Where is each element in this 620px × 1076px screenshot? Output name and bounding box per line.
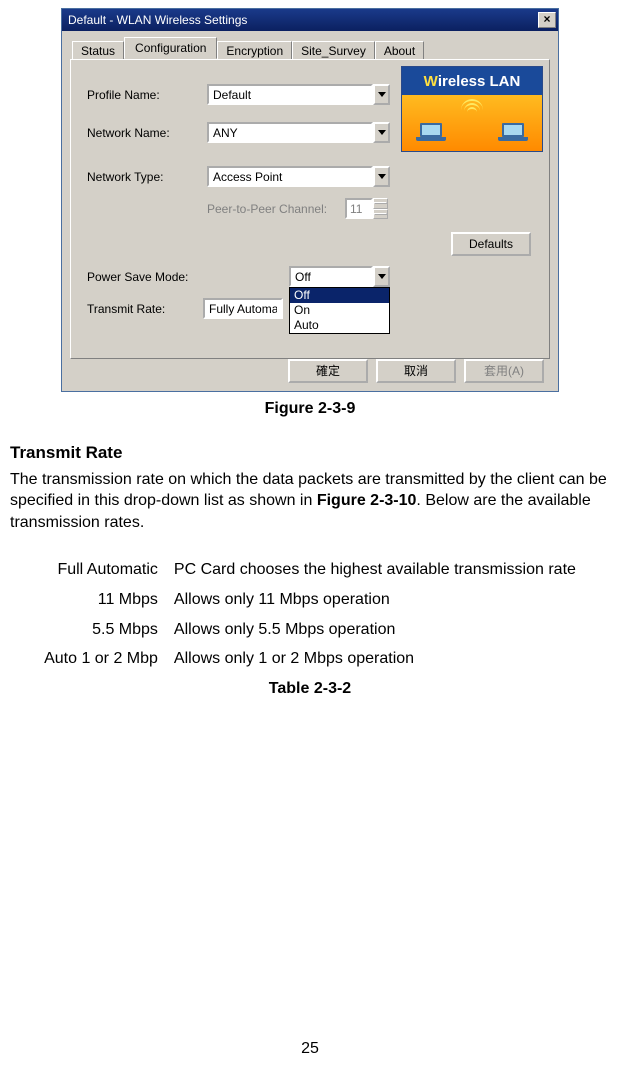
- table-row: Full AutomaticPC Card chooses the highes…: [36, 555, 584, 585]
- table-row: 11 MbpsAllows only 11 Mbps operation: [36, 585, 584, 615]
- configuration-panel: Wireless LAN Profile Name:: [70, 59, 550, 359]
- close-button[interactable]: ×: [538, 12, 556, 28]
- profile-name-label: Profile Name:: [87, 88, 207, 102]
- table-caption: Table 2-3-2: [10, 678, 610, 700]
- network-type-combo[interactable]: [207, 166, 390, 187]
- signal-icon: [461, 97, 483, 115]
- wlan-settings-dialog: Default - WLAN Wireless Settings × Statu…: [61, 8, 559, 392]
- chevron-down-icon[interactable]: [373, 84, 390, 105]
- cancel-button[interactable]: 取消: [376, 359, 456, 383]
- dropdown-option-auto[interactable]: Auto: [290, 318, 389, 333]
- dropdown-option-on[interactable]: On: [290, 303, 389, 318]
- transmit-rate-label: Transmit Rate:: [87, 302, 203, 316]
- laptop-icon: [416, 123, 446, 145]
- spin-down-icon: [373, 209, 388, 220]
- ok-button[interactable]: 確定: [288, 359, 368, 383]
- power-save-dropdown-list[interactable]: Off On Auto: [289, 287, 390, 334]
- power-save-input[interactable]: [289, 266, 373, 287]
- transmit-rate-input[interactable]: [203, 298, 283, 319]
- network-name-label: Network Name:: [87, 126, 207, 140]
- network-type-label: Network Type:: [87, 170, 207, 184]
- logo-rest: ireless LAN: [438, 73, 521, 90]
- chevron-down-icon[interactable]: [373, 122, 390, 143]
- tab-about[interactable]: About: [375, 41, 424, 60]
- profile-name-input[interactable]: [207, 84, 373, 105]
- transmit-rates-table: Full AutomaticPC Card chooses the highes…: [36, 555, 584, 673]
- table-row: 5.5 MbpsAllows only 5.5 Mbps operation: [36, 615, 584, 645]
- profile-name-combo[interactable]: [207, 84, 390, 105]
- network-name-combo[interactable]: [207, 122, 390, 143]
- power-save-label: Power Save Mode:: [87, 270, 289, 284]
- apply-button: 套用(A): [464, 359, 544, 383]
- network-type-input[interactable]: [207, 166, 373, 187]
- dropdown-option-off[interactable]: Off: [290, 288, 389, 303]
- defaults-button[interactable]: Defaults: [451, 232, 531, 256]
- tab-strip: Status Configuration Encryption Site_Sur…: [72, 39, 550, 59]
- power-save-combo[interactable]: [289, 266, 390, 287]
- tab-encryption[interactable]: Encryption: [217, 41, 292, 60]
- peer-channel-spinner: [345, 198, 388, 219]
- paragraph: The transmission rate on which the data …: [10, 469, 610, 534]
- chevron-down-icon[interactable]: [373, 266, 390, 287]
- peer-channel-label: Peer-to-Peer Channel:: [207, 202, 345, 216]
- tab-configuration[interactable]: Configuration: [124, 37, 217, 59]
- logo-w: W: [424, 73, 438, 90]
- transmit-rate-combo[interactable]: [203, 298, 283, 319]
- spin-up-icon: [373, 198, 388, 209]
- tab-status[interactable]: Status: [72, 41, 124, 60]
- tab-site-survey[interactable]: Site_Survey: [292, 41, 375, 60]
- table-row: Auto 1 or 2 MbpAllows only 1 or 2 Mbps o…: [36, 644, 584, 674]
- titlebar: Default - WLAN Wireless Settings ×: [62, 9, 558, 31]
- section-title: Transmit Rate: [10, 442, 610, 465]
- page-number: 25: [0, 1040, 620, 1058]
- peer-channel-input: [345, 198, 373, 219]
- figure-caption: Figure 2-3-9: [10, 398, 610, 420]
- chevron-down-icon[interactable]: [373, 166, 390, 187]
- laptop-icon: [498, 123, 528, 145]
- titlebar-text: Default - WLAN Wireless Settings: [68, 13, 538, 27]
- wireless-lan-logo: Wireless LAN: [401, 66, 543, 152]
- network-name-input[interactable]: [207, 122, 373, 143]
